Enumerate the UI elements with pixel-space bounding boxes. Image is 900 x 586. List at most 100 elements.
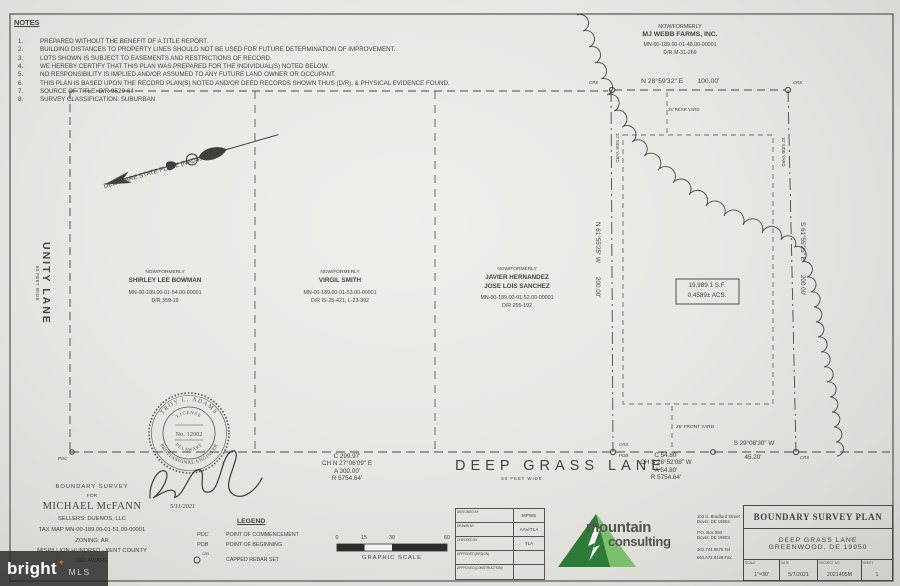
unity-lane-label: UNITY LANE 50 FEET WIDE — [34, 242, 52, 325]
note-item: 8. SURVEY CLASSIFICATION: SUBURBAN — [18, 96, 156, 104]
deep-grass-lane-width: 50 FEET WIDE — [501, 476, 543, 481]
curve-data-east: C 54.80' CH S 28°52'08" W A 54.80' R 575… — [640, 452, 692, 482]
parcel-bowman-dr: D/R 359-19 — [151, 298, 179, 304]
side-yard-label: 10' SIDE YARD — [615, 133, 620, 163]
engineer-signature — [149, 450, 263, 499]
company-logo-icon — [558, 514, 636, 567]
svg-text:PROFESSIONAL ENGINEER: PROFESSIONAL ENGINEER — [158, 443, 219, 466]
legend-desc: POINT OF BEGINNING — [226, 542, 283, 548]
svg-text:LICENSE: LICENSE — [175, 410, 202, 419]
survey-info-line1: BOUNDARY SURVEY — [55, 484, 129, 490]
marker-crs-label: CRS — [800, 455, 810, 460]
svg-text:DELAWARE: DELAWARE — [174, 442, 203, 452]
title-block: BOUNDARY SURVEY PLAN DEEP GRASS LANE GRE… — [743, 505, 893, 581]
legend-crs-symbol — [193, 556, 201, 564]
marker-crs-label: CRS — [793, 80, 803, 85]
seal-state: DELAWARE — [174, 442, 202, 452]
brightmls-watermark: bright ✦ MLS — [0, 551, 108, 586]
lot-area-sf: 19,989.1 S.F. — [688, 282, 726, 289]
marker-pob-label: POB — [619, 453, 629, 458]
approval-table: DESIGNED BY MPWS DRAWN BY AAV/TLA CHECKED … — [455, 508, 545, 580]
side-yard-label: 10' SIDE YARD — [781, 137, 786, 167]
company-name-2: consulting — [608, 534, 671, 549]
company-name-1: mountain — [586, 519, 652, 536]
scale-tick: 30 — [389, 535, 395, 541]
scale-label: GRAPHIC SCALE — [361, 555, 423, 561]
area-box — [675, 278, 740, 305]
project-location: DEEP GRASS LANE GREENWOOD, DE 19950 — [744, 529, 892, 560]
parcel-smith-nf: NOW/FORMERLY — [320, 270, 360, 275]
parcel-webb-dr: D/R M-31-269 — [663, 50, 697, 56]
surveyor-seal: TROY L. ADAMS PROFESSIONAL ENGINEER LICE… — [148, 392, 230, 474]
parcel-sanchez-name2: JOSE LOIS SANCHEZ — [484, 283, 550, 290]
marker-poc-label: POC — [58, 456, 68, 461]
note-item: 1. PREPARED WITHOUT THE BENEFIT OF A TITL… — [18, 38, 209, 45]
parcel-webb-tax: MN-00-189.00-01-48.00-00001 — [643, 42, 717, 48]
company-phone: 302.744.9875 Tel — [697, 547, 730, 552]
marker-crs-label: CRS — [619, 442, 629, 447]
parcel-sanchez-dr: D/R 255-192 — [501, 303, 533, 309]
dim-front-dist: 45.20' — [744, 454, 762, 461]
parcel-bowman-nf: NOW/FORMERLY — [145, 270, 185, 275]
notes-title: NOTES — [14, 18, 40, 27]
client-name: MICHAEL McFANN — [42, 501, 142, 512]
legend-abbr: POB — [197, 542, 209, 548]
tax-map-line: TAX MAP MN-00-189.00-01-51.00-00001 — [38, 527, 146, 533]
scale-bar — [336, 543, 448, 552]
scale-tick: 60 — [444, 535, 450, 541]
scale-field: SCALE 1"=30' — [744, 560, 780, 580]
note-item: 4. WE HEREBY CERTIFY THAT THIS PLAN WAS P… — [18, 62, 329, 70]
sellers-line: SELLERS: DUENOS, LLC — [58, 516, 126, 522]
title-block-fields: SCALE 1"=30' DATE 5/7/2021 PROJECT NO. 2… — [744, 560, 892, 580]
scale-tick: 0 — [335, 535, 339, 541]
legend-desc: POINT OF COMMENCEMENT — [226, 532, 299, 538]
table-row: CHECKED BY TLA — [456, 537, 544, 551]
dim-front-bearing: S 29°08'30" W — [733, 440, 775, 447]
parcel-webb-name: MJ WEBB FARMS, INC. — [642, 31, 718, 38]
legend-title: LEGEND — [237, 518, 266, 525]
note-item: 6. THIS PLAN IS BASED UPON THE RECORD PLA… — [18, 79, 450, 87]
parcel-smith-tax: MN-00-189.00-01-53.00-00001 — [303, 290, 377, 296]
parcel-sanchez-name1: JAVIER HERNANDEZ — [485, 274, 549, 281]
table-row: APPROVED(DESIGN) — [456, 551, 544, 565]
sheet-field: SHEET 1 — [863, 561, 879, 578]
seal-profession: PROFESSIONAL ENGINEER — [158, 443, 219, 466]
north-arrow-icon — [105, 134, 279, 185]
parcel-smith-dr: D/R IS-25-421, L-23-392 — [310, 298, 370, 304]
survey-info-line2: FOR — [86, 494, 98, 499]
note-item: 5. NO RESPONSIBILITY IS IMPLIED AND/OR AS… — [18, 71, 336, 79]
parcel-sanchez-nf: NOW/FORMERLY — [497, 267, 537, 272]
project-no-field: PROJECT NO. 2021405M — [818, 560, 862, 580]
monument-markers — [69, 86, 800, 456]
table-row: DRAWN BY AAV/TLA — [456, 523, 544, 537]
watermark-brand: bright — [7, 558, 57, 578]
scale-tick: 15 — [361, 535, 367, 541]
legend-abbr: CRS — [202, 552, 210, 556]
parcel-smith-name: VIRGIL SMITH — [318, 277, 362, 284]
parcel-webb-nf: NOW/FORMERLY — [658, 24, 702, 30]
dim-east: S 61°55'25" E200.00' — [799, 222, 806, 296]
note-item: 2. BUILDING DISTANCES TO PROPERTY LINES S… — [18, 46, 396, 54]
zoning-line: ZONING: AR — [75, 538, 109, 544]
marker-crs-label: CRS — [589, 80, 599, 85]
note-item: 3. LOTS SHOWN IS SUBJECT TO EASEMENTS AND… — [18, 54, 272, 62]
company-fax: 660.672.9428 Fax — [697, 555, 732, 560]
legend-desc: CAPPED REBAR SET — [226, 557, 280, 563]
parcel-bowman-tax: MN-00-189.00-01-54.00-00001 — [128, 290, 202, 296]
date-field: DATE 5/7/2021 — [780, 560, 818, 580]
rear-yard-label: 25' REAR YARD — [668, 107, 700, 112]
deep-grass-lane-label: DEEP GRASS LANE — [455, 458, 666, 474]
sheet-border — [9, 13, 894, 582]
seal-license-label: LICENSE — [175, 410, 201, 419]
dim-north: N 28°59'32" E 100.00' — [641, 78, 720, 85]
parcel-bowman-name: SHIRLEY LEE BOWMAN — [128, 277, 202, 284]
seal-date: 5/11/2021 — [170, 503, 196, 510]
plan-title: BOUNDARY SURVEY PLAN — [744, 506, 892, 529]
company-address-2: P.O. Box 550 Dover, DE 19903 — [697, 530, 730, 541]
property-lines — [69, 89, 890, 453]
watermark-star-icon: ✦ — [57, 558, 65, 567]
table-row: APPROVED(CONSTRUCTION) — [456, 565, 544, 579]
tree-line — [576, 14, 844, 457]
